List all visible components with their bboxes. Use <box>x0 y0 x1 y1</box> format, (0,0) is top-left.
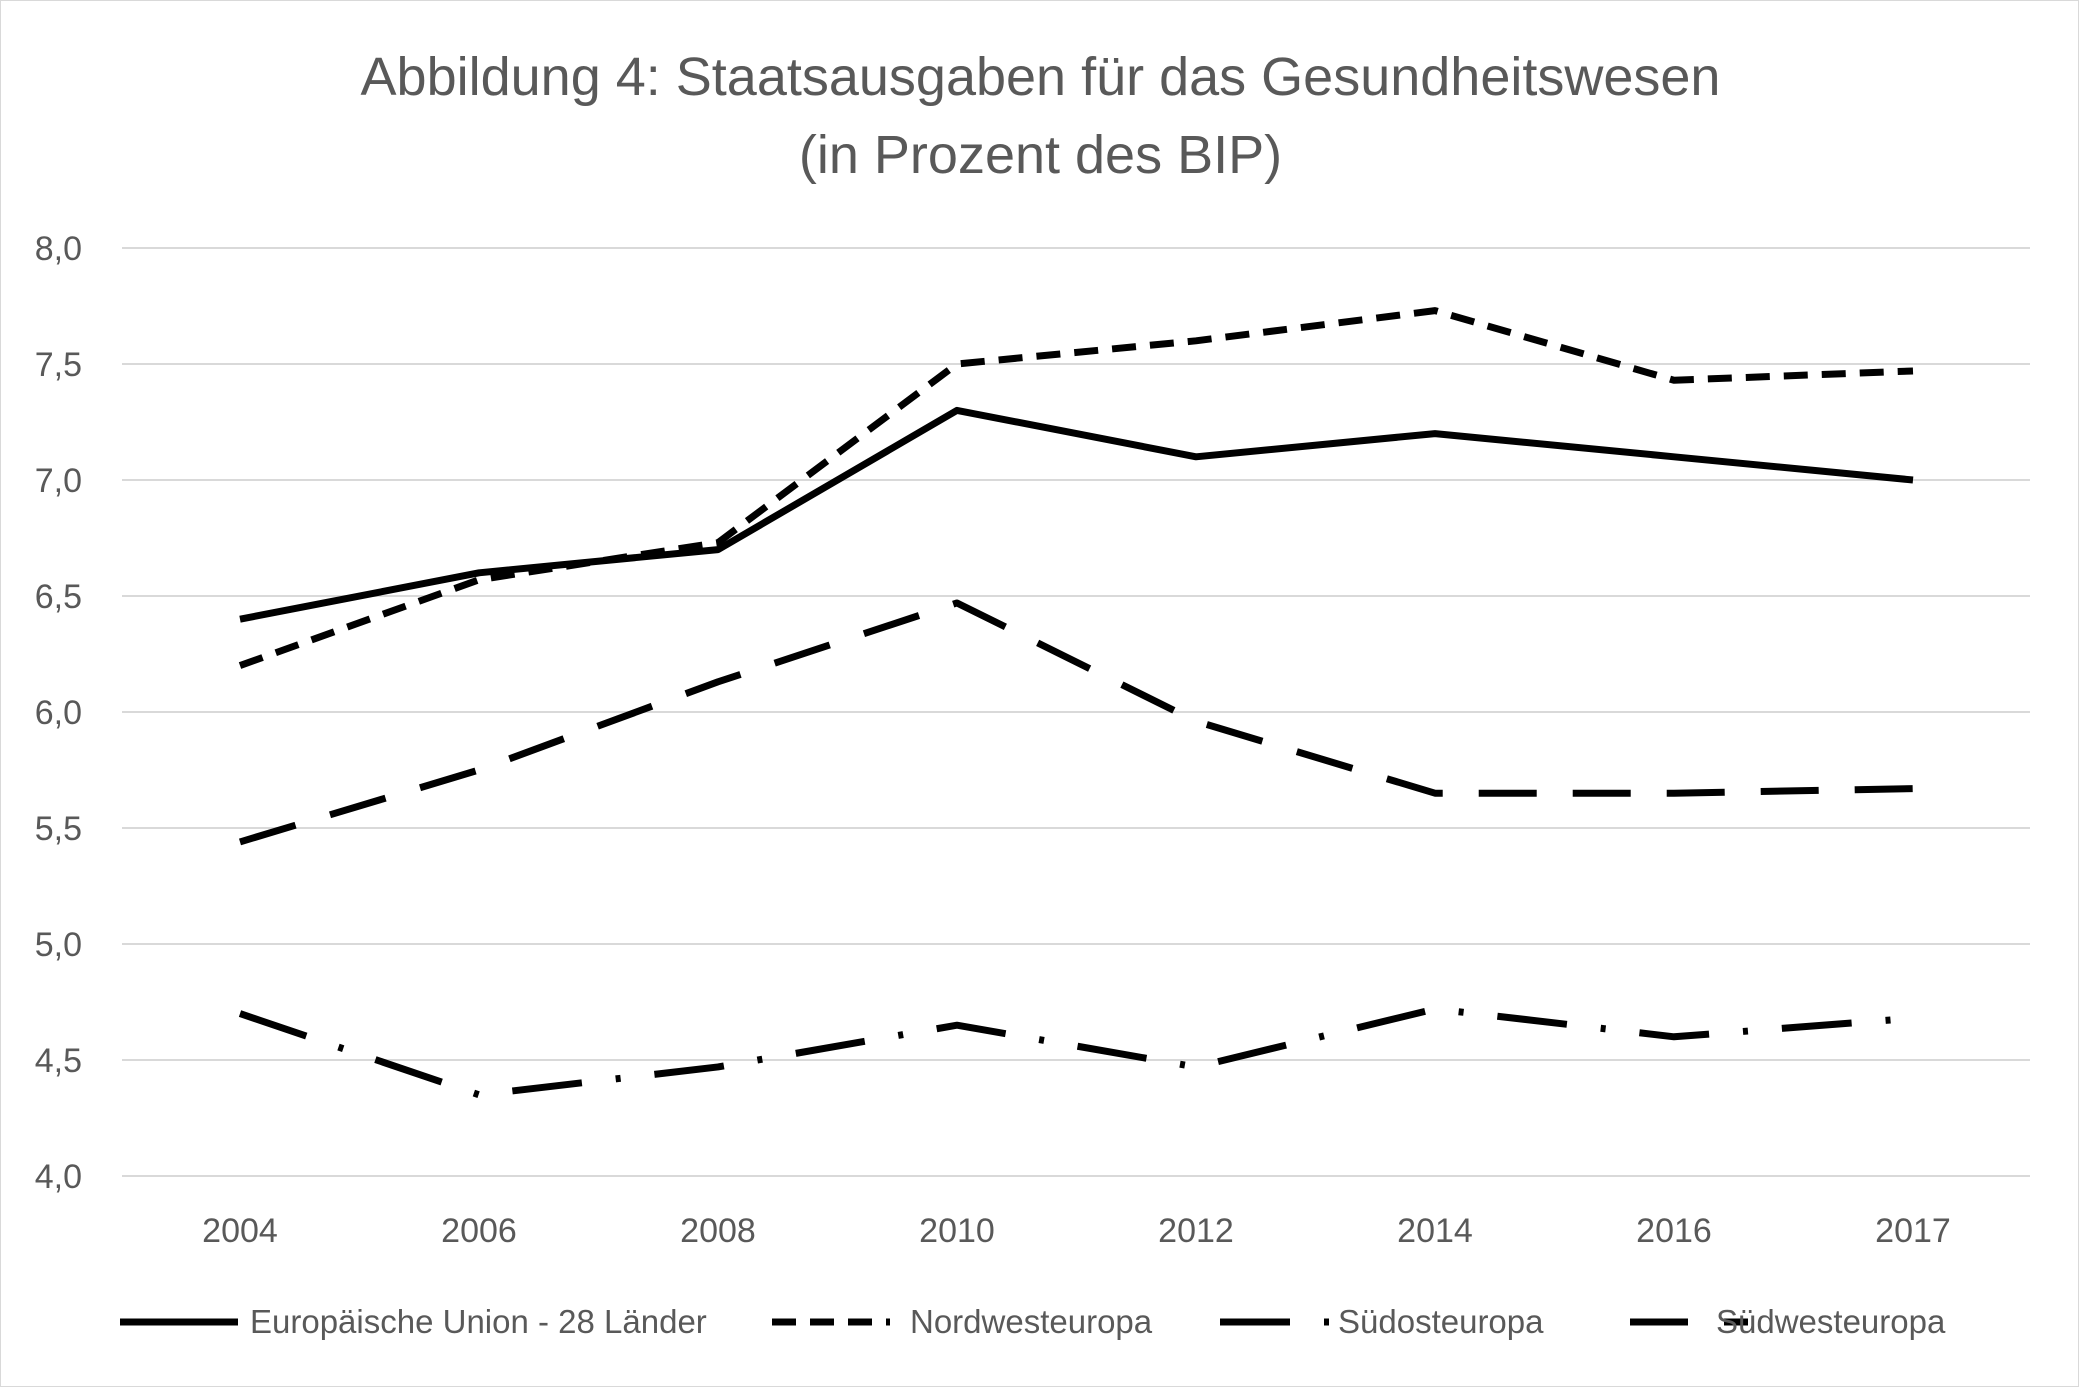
series-line <box>238 1005 1914 1099</box>
x-tick-label: 2016 <box>1636 1212 1712 1250</box>
gridlines <box>122 247 2030 1177</box>
y-tick-label: 5,0 <box>35 926 82 964</box>
y-tick-label: 7,0 <box>35 462 82 500</box>
y-axis-ticks: 4,0 4,5 5,0 5,5 6,0 6,5 7,0 7,5 8,0 <box>35 230 82 1196</box>
y-tick-label: 7,5 <box>35 346 82 384</box>
x-tick-label: 2006 <box>441 1212 517 1250</box>
legend-label: Südwesteuropa <box>1716 1303 1946 1340</box>
chart-title-line-2: (in Prozent des BIP) <box>798 125 1283 185</box>
x-tick-label: 2014 <box>1397 1212 1473 1250</box>
series-line <box>238 599 1914 846</box>
chart-title: Abbildung 4: Staatsausgaben für das Gesu… <box>0 38 2081 194</box>
x-tick-label: 2008 <box>680 1212 756 1250</box>
legend-label: Nordwesteuropa <box>910 1303 1153 1340</box>
series-line <box>238 307 1914 669</box>
legend-label: Europäische Union - 28 Länder <box>250 1303 707 1340</box>
legend: Europäische Union - 28 Länder Nordwesteur… <box>120 1303 1946 1340</box>
y-tick-label: 5,5 <box>35 810 82 848</box>
x-tick-label: 2012 <box>1158 1212 1234 1250</box>
y-tick-label: 8,0 <box>35 230 82 268</box>
y-tick-label: 4,5 <box>35 1042 82 1080</box>
series-lines <box>238 307 1914 1099</box>
x-tick-label: 2017 <box>1875 1212 1951 1250</box>
x-tick-label: 2010 <box>919 1212 995 1250</box>
legend-label: Südosteuropa <box>1338 1303 1544 1340</box>
chart-title-line-1: Abbildung 4: Staatsausgaben für das Gesu… <box>360 47 1721 107</box>
x-tick-label: 2004 <box>202 1212 278 1250</box>
x-axis-ticks: 2004 2006 2008 2010 2012 2014 2016 2017 <box>202 1212 1951 1250</box>
y-tick-label: 6,5 <box>35 578 82 616</box>
series-line <box>239 406 1914 623</box>
y-tick-label: 4,0 <box>35 1158 82 1196</box>
y-tick-label: 6,0 <box>35 694 82 732</box>
